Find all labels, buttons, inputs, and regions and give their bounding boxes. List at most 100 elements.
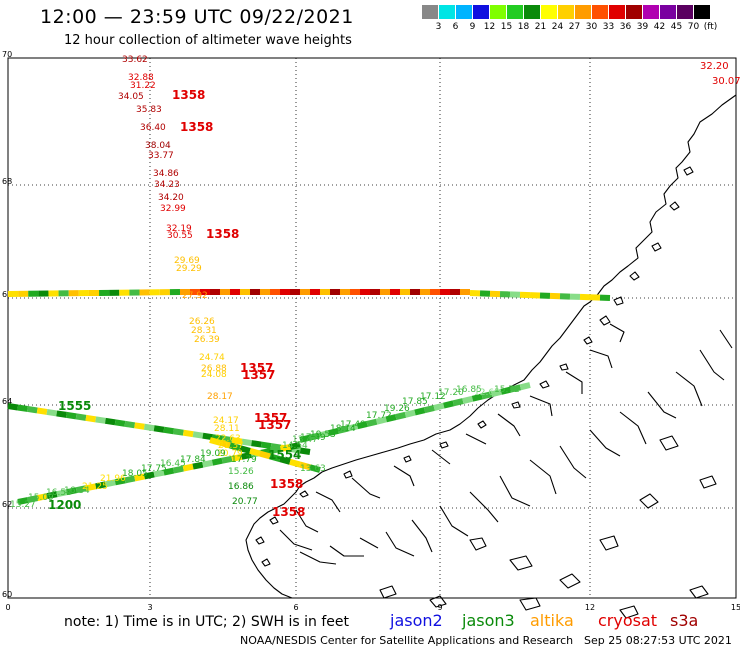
- legend-swatch: [643, 5, 660, 19]
- wave-height-reading: 1200: [48, 498, 81, 512]
- wave-height-reading: 34.20: [158, 193, 184, 203]
- track-segment: [153, 469, 165, 478]
- track-segment: [27, 406, 38, 414]
- norway-coastline: [245, 94, 737, 599]
- map-frame: [7, 57, 737, 599]
- legend-label: 39: [636, 22, 649, 32]
- lon-tick-label: 3: [147, 603, 152, 612]
- legend-label: 33: [602, 22, 615, 32]
- wave-height-reading: 1358: [180, 120, 213, 134]
- track-segment: [36, 493, 48, 502]
- track-segment: [289, 458, 301, 468]
- track-segment: [423, 404, 435, 414]
- lon-tick-label: 6: [293, 603, 298, 612]
- legend-label: 24: [551, 22, 564, 32]
- lat-tick-label: 64: [2, 397, 12, 406]
- legend-swatch: [422, 5, 439, 19]
- satellite-cryosat: cryosat: [598, 611, 658, 630]
- wave-height-reading: 36.40: [140, 123, 166, 133]
- track-segment: [192, 431, 204, 439]
- wave-height-reading: 33.77: [148, 151, 174, 161]
- satellite-s3a: s3a: [670, 611, 699, 630]
- legend-label: 15: [500, 22, 513, 32]
- legend-label: 3: [435, 22, 442, 32]
- legend-swatch: [473, 5, 490, 19]
- track-segment: [65, 411, 77, 420]
- wave-height-reading: 16.34: [64, 486, 90, 496]
- track-segment: [249, 448, 261, 457]
- track-segment: [75, 413, 87, 421]
- lat-tick-label: 66: [2, 290, 12, 299]
- wave-height-reading: 24.74: [199, 353, 225, 363]
- legend-swatch: [456, 5, 473, 19]
- wave-height-reading: 19.26: [384, 404, 410, 414]
- legend-swatch: [694, 5, 711, 19]
- legend-swatch: [609, 5, 626, 19]
- track-segment: [17, 404, 28, 412]
- wave-height-reading: 33.62: [122, 55, 148, 65]
- wave-height-reading: 22.63: [215, 434, 241, 444]
- track-segment: [279, 456, 291, 465]
- wave-height-reading: 17.79: [231, 455, 257, 465]
- wave-height-reading: 26.39: [194, 335, 220, 345]
- track-segment: [328, 427, 340, 437]
- track-segment: [114, 477, 126, 486]
- wave-height-reading: 1555: [58, 399, 91, 413]
- wave-height-reading: 16.54: [46, 488, 72, 498]
- track-segment: [219, 439, 231, 449]
- credit-line: NOAA/NESDIS Center for Satellite Applica…: [240, 634, 574, 647]
- wave-height-reading: 16.45: [160, 459, 186, 469]
- wave-height-reading: 29.29: [176, 264, 202, 274]
- wave-height-reading: 1358: [172, 88, 205, 102]
- track-segment: [251, 440, 262, 448]
- track-segment: [433, 402, 445, 411]
- wave-height-reading: 28.17: [207, 392, 233, 402]
- wave-height-reading: 29.69: [174, 256, 200, 266]
- track-segment: [231, 437, 243, 445]
- wave-height-reading: 17.75: [141, 464, 167, 474]
- track-segment: [414, 407, 426, 416]
- legend-swatch: [575, 5, 592, 19]
- wave-height-reading: 16.85: [456, 385, 482, 395]
- wave-height-reading: 1357: [240, 361, 273, 375]
- wave-height-reading: 1357: [258, 418, 291, 432]
- wave-height-reading: 34.23: [154, 180, 180, 190]
- track-segment: [124, 475, 136, 484]
- track-segment: [404, 409, 416, 418]
- track-segment: [75, 485, 87, 494]
- chart-title: 12:00 — 23:59 UTC 09/22/2021: [40, 6, 354, 28]
- track-segment: [443, 400, 455, 409]
- track-segment: [356, 421, 368, 430]
- track-segment: [182, 429, 194, 438]
- wave-height-reading: 17.72: [366, 411, 392, 421]
- legend-swatch: [626, 5, 643, 19]
- track-segment: [241, 451, 252, 460]
- wave-height-reading: 32.88: [128, 73, 154, 83]
- lat-tick-label: 68: [2, 177, 12, 186]
- wave-height-reading: 34.05: [118, 92, 144, 102]
- footnote: note: 1) Time is in UTC; 2) SWH is in fe…: [64, 614, 350, 630]
- track-segment: [56, 410, 67, 418]
- wave-height-reading: 30.07: [712, 76, 740, 87]
- legend-swatch: [677, 5, 694, 19]
- track-segment: [347, 423, 359, 432]
- wave-height-reading: 32.20: [700, 61, 729, 72]
- wave-height-reading: 26.26: [189, 317, 215, 327]
- track-segment: [289, 442, 301, 450]
- wave-height-reading: 16.86: [228, 482, 254, 492]
- track-segment: [163, 467, 175, 476]
- wave-height-reading: 1357: [254, 411, 287, 425]
- wave-height-reading: 13.63: [300, 464, 326, 474]
- track-segment: [36, 407, 48, 415]
- fjord-lines: [279, 323, 733, 565]
- track-segment: [104, 417, 116, 426]
- track-segment: [7, 403, 19, 411]
- wave-height-reading: 20.77: [232, 497, 258, 507]
- wave-height-reading: 17.12: [420, 392, 446, 402]
- wave-height-reading: 21.96: [100, 474, 126, 484]
- track-segment: [134, 422, 145, 430]
- track-segment: [385, 414, 397, 423]
- wave-height-reading: 13.47: [292, 435, 318, 445]
- track-segment: [471, 393, 483, 402]
